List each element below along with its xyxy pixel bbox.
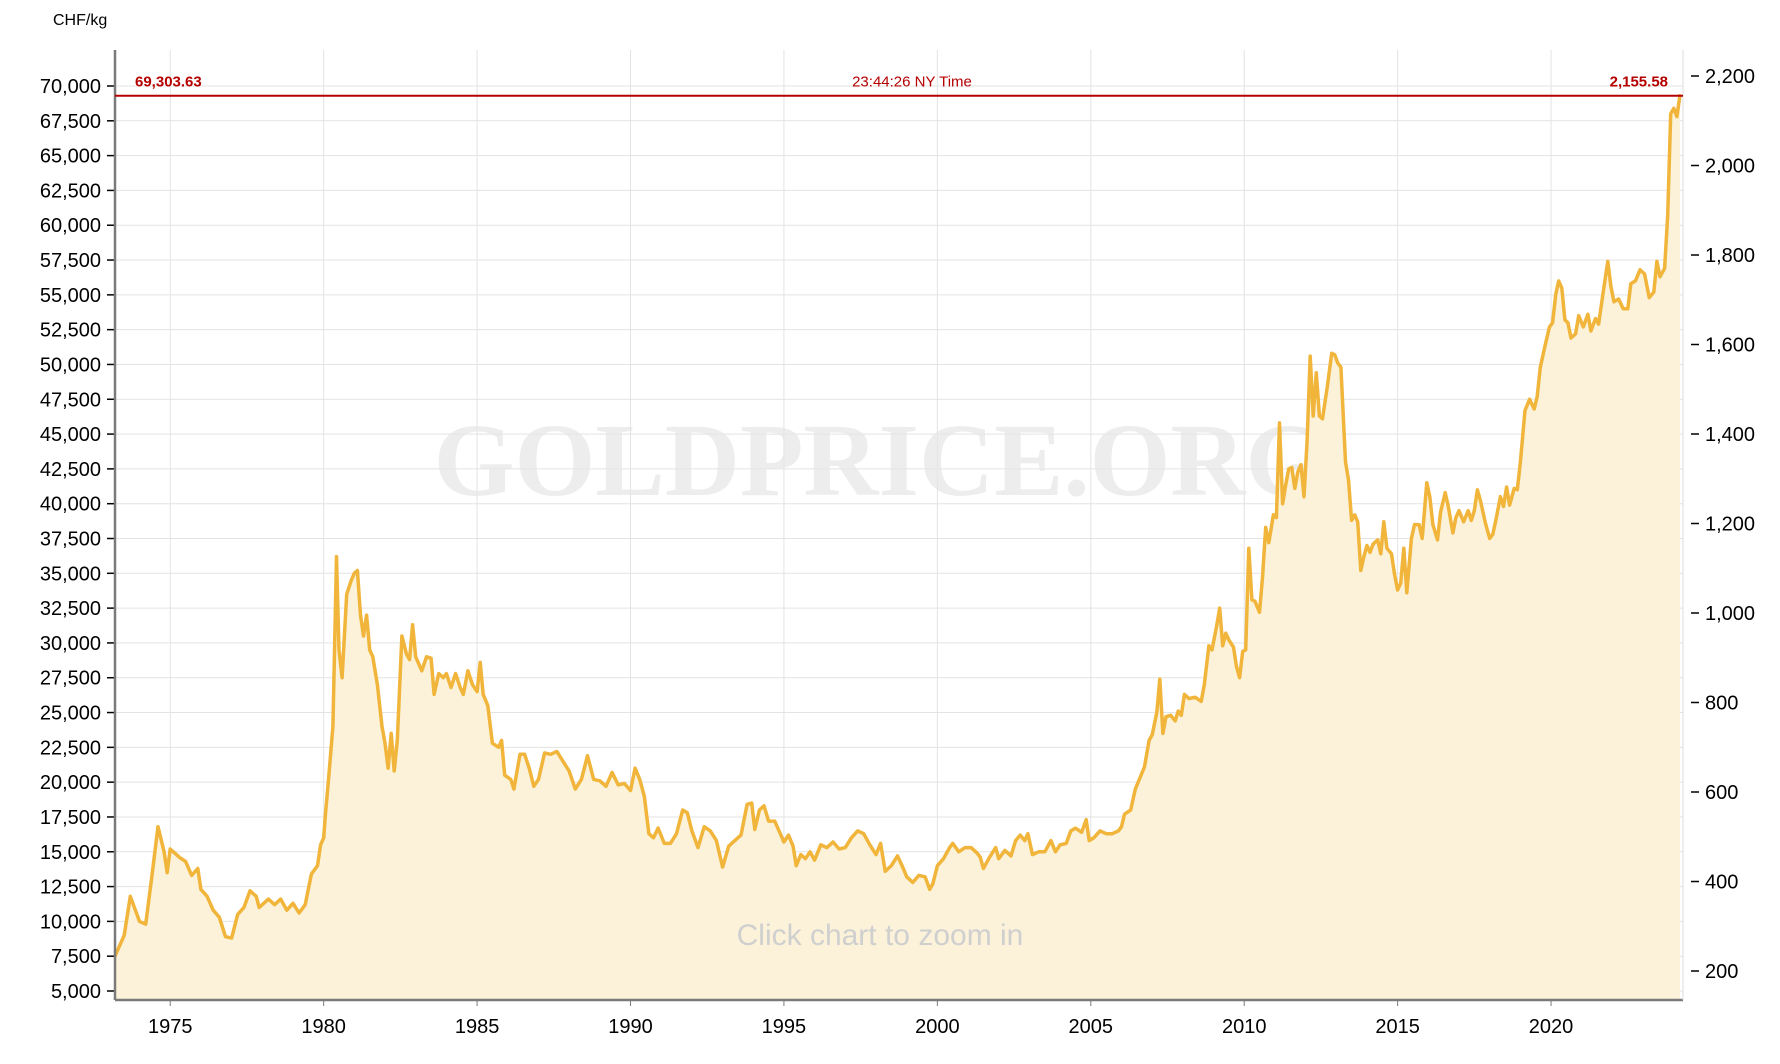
y-left-tick-label: 30,000 — [40, 633, 101, 655]
y-left-tick-label: 62,500 — [40, 180, 101, 202]
current-time-label: 23:44:26 NY Time — [852, 74, 972, 91]
x-tick-label: 2010 — [1222, 1016, 1267, 1038]
y-left-tick-label: 70,000 — [40, 76, 101, 98]
y-left-tick-label: 35,000 — [40, 563, 101, 585]
y-left-tick-label: 60,000 — [40, 215, 101, 237]
series-layer — [113, 93, 1682, 1000]
y-left-tick-label: 47,500 — [40, 389, 101, 411]
y-left-tick-label: 7,500 — [51, 946, 101, 968]
y-right-tick-label: 200 — [1705, 961, 1738, 983]
axes: 1975 1980 1985 1990 1995 2000 2005 2010 2015 2020… — [40, 50, 1755, 1038]
y-left-tick-label: 65,000 — [40, 146, 101, 168]
y-left-tick-label: 67,500 — [40, 111, 101, 133]
y-left-tick-label: 37,500 — [40, 529, 101, 551]
y-left-tick-label: 15,000 — [40, 842, 101, 864]
y-left-tick-label: 55,000 — [40, 285, 101, 307]
y-right-tick-label: 2,000 — [1705, 156, 1755, 178]
x-tick-label: 1990 — [608, 1016, 653, 1038]
y-right-tick-label: 2,200 — [1705, 66, 1755, 88]
y-left-tick-label: 32,500 — [40, 598, 101, 620]
y-left-tick-label: 27,500 — [40, 668, 101, 690]
x-tick-label: 1985 — [455, 1016, 500, 1038]
y-right-tick-label: 1,200 — [1705, 514, 1755, 536]
y-right-tick-label: 600 — [1705, 782, 1738, 804]
y-left-tick-label: 5,000 — [51, 981, 101, 1003]
y-right-tick-label: 1,600 — [1705, 335, 1755, 357]
x-tick-label: 2000 — [915, 1016, 960, 1038]
x-tick-label: 2005 — [1069, 1016, 1114, 1038]
price-area — [115, 95, 1680, 1000]
price-line — [113, 93, 1682, 958]
y-left-tick-label: 25,000 — [40, 703, 101, 725]
y-left-tick-label: 22,500 — [40, 737, 101, 759]
y-right-tick-label: 800 — [1705, 693, 1738, 715]
y-right-tick-label: 1,000 — [1705, 603, 1755, 625]
y-right-tick-label: 1,800 — [1705, 245, 1755, 267]
current-price-right-label: 2,155.58 — [1610, 74, 1668, 91]
y-right-tick-label: 1,400 — [1705, 424, 1755, 446]
x-tick-label: 2015 — [1375, 1016, 1420, 1038]
y-left-tick-label: 45,000 — [40, 424, 101, 446]
y-left-tick-label: 52,500 — [40, 320, 101, 342]
x-tick-label: 2020 — [1529, 1016, 1574, 1038]
zoom-hint: Click chart to zoom in — [737, 919, 1024, 952]
x-tick-label: 1975 — [148, 1016, 193, 1038]
y-left-tick-label: 10,000 — [40, 911, 101, 933]
x-tick-label: 1995 — [762, 1016, 807, 1038]
current-price-left-label: 69,303.63 — [135, 74, 202, 91]
y-left-tick-label: 57,500 — [40, 250, 101, 272]
current-price-marker: 69,303.63 23:44:26 NY Time 2,155.58 — [115, 74, 1683, 97]
y-left-tick-label: 12,500 — [40, 877, 101, 899]
watermark: GOLDPRICE.ORG — [434, 403, 1327, 518]
x-tick-label: 1980 — [301, 1016, 346, 1038]
y-left-tick-label: 17,500 — [40, 807, 101, 829]
y-left-tick-label: 42,500 — [40, 459, 101, 481]
y-right-tick-label: 400 — [1705, 872, 1738, 894]
y-left-tick-label: 50,000 — [40, 354, 101, 376]
unit-label: CHF/kg — [53, 12, 107, 29]
y-left-tick-label: 20,000 — [40, 772, 101, 794]
y-left-tick-label: 40,000 — [40, 494, 101, 516]
